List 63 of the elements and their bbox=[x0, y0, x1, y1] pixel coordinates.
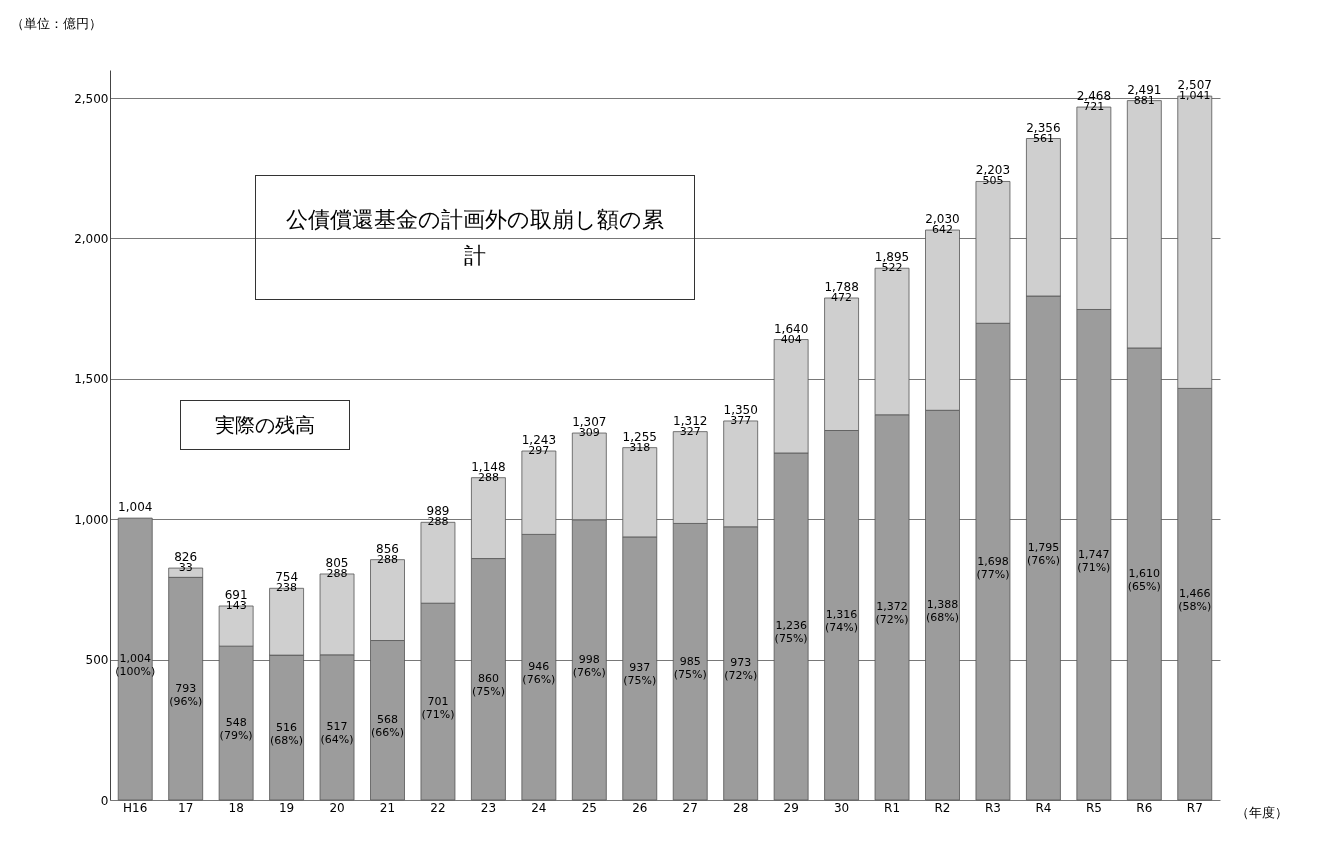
data-label: 548 (79%) bbox=[219, 716, 253, 743]
x-tick-label: R2 bbox=[934, 800, 951, 815]
total-label: 1,312 bbox=[673, 413, 708, 428]
x-tick-label: R7 bbox=[1186, 800, 1203, 815]
x-tick-label: 24 bbox=[531, 800, 547, 815]
total-label: 1,255 bbox=[622, 429, 657, 444]
y-tick-label: 1,500 bbox=[74, 372, 109, 387]
x-tick-label: 26 bbox=[632, 800, 648, 815]
data-label: 793 (96%) bbox=[169, 681, 203, 708]
data-label: 860 (75%) bbox=[471, 672, 505, 699]
data-label: 288 bbox=[427, 515, 449, 529]
data-label: 985 (75%) bbox=[673, 654, 707, 681]
data-label: 1,795 (76%) bbox=[1026, 541, 1060, 568]
x-tick-label: 25 bbox=[581, 800, 597, 815]
data-label: 517 (64%) bbox=[320, 720, 354, 747]
data-label: 973 (72%) bbox=[724, 656, 758, 683]
x-tick-label: 23 bbox=[480, 800, 497, 815]
data-label: 1,698 (77%) bbox=[976, 554, 1010, 581]
x-tick-label: 29 bbox=[783, 800, 799, 815]
data-label: 998 (76%) bbox=[572, 652, 606, 679]
annotation: 公債償還基金の計画外の取崩し額の累計 bbox=[255, 175, 695, 300]
data-label: 568 (66%) bbox=[370, 713, 405, 740]
data-label: 516 (68%) bbox=[270, 720, 304, 747]
x-tick-label: 20 bbox=[329, 800, 345, 815]
data-label: 33 bbox=[178, 561, 193, 575]
x-tick-label: 28 bbox=[733, 800, 749, 815]
y-tick-label: 500 bbox=[85, 653, 109, 668]
x-tick-label: 22 bbox=[430, 800, 446, 815]
data-label: 1,316 (74%) bbox=[825, 608, 859, 635]
data-label: 1,372 (72%) bbox=[875, 600, 909, 627]
data-label: 1,747 (71%) bbox=[1077, 547, 1111, 574]
annotation: 実際の残高 bbox=[180, 400, 350, 450]
x-tick-label: 18 bbox=[228, 800, 244, 815]
y-tick-label: 1,000 bbox=[74, 512, 109, 527]
y-tick-label: 0 bbox=[100, 793, 109, 808]
data-label: 946 (76%) bbox=[522, 660, 556, 687]
x-tick-label: R3 bbox=[984, 800, 1001, 815]
y-tick-label: 2,500 bbox=[74, 91, 109, 106]
x-tick-label: 30 bbox=[833, 800, 850, 815]
x-tick-label: 21 bbox=[379, 800, 396, 815]
x-tick-label: R5 bbox=[1085, 800, 1102, 815]
data-label: 937 (75%) bbox=[623, 661, 657, 688]
total-label: 1,350 bbox=[723, 402, 758, 417]
data-label: 238 bbox=[276, 581, 298, 595]
x-tick-label: H16 bbox=[123, 800, 148, 815]
data-label: 1,388 (68%) bbox=[925, 598, 960, 625]
data-label: 701 (71%) bbox=[421, 694, 455, 721]
total-label: 1,004 bbox=[118, 500, 153, 515]
data-label: 642 bbox=[932, 223, 953, 237]
data-label: 1,610 (65%) bbox=[1127, 566, 1161, 593]
total-label: 2,356 bbox=[1026, 120, 1061, 135]
x-tick-label: R6 bbox=[1136, 800, 1153, 815]
y-tick-label: 2,000 bbox=[74, 231, 109, 246]
data-label: 1,466 (58%) bbox=[1178, 587, 1212, 614]
data-label: 1,236 (75%) bbox=[774, 619, 808, 646]
x-tick-label: 19 bbox=[278, 800, 295, 815]
x-tick-label: R1 bbox=[884, 800, 901, 815]
data-label: 309 bbox=[578, 426, 600, 440]
y-axis-title: （単位：億円） bbox=[10, 15, 102, 31]
x-axis-title: （年度） bbox=[1235, 804, 1288, 820]
x-tick-label: R4 bbox=[1035, 800, 1052, 815]
x-tick-label: 17 bbox=[178, 800, 194, 815]
x-tick-label: 27 bbox=[682, 800, 698, 815]
